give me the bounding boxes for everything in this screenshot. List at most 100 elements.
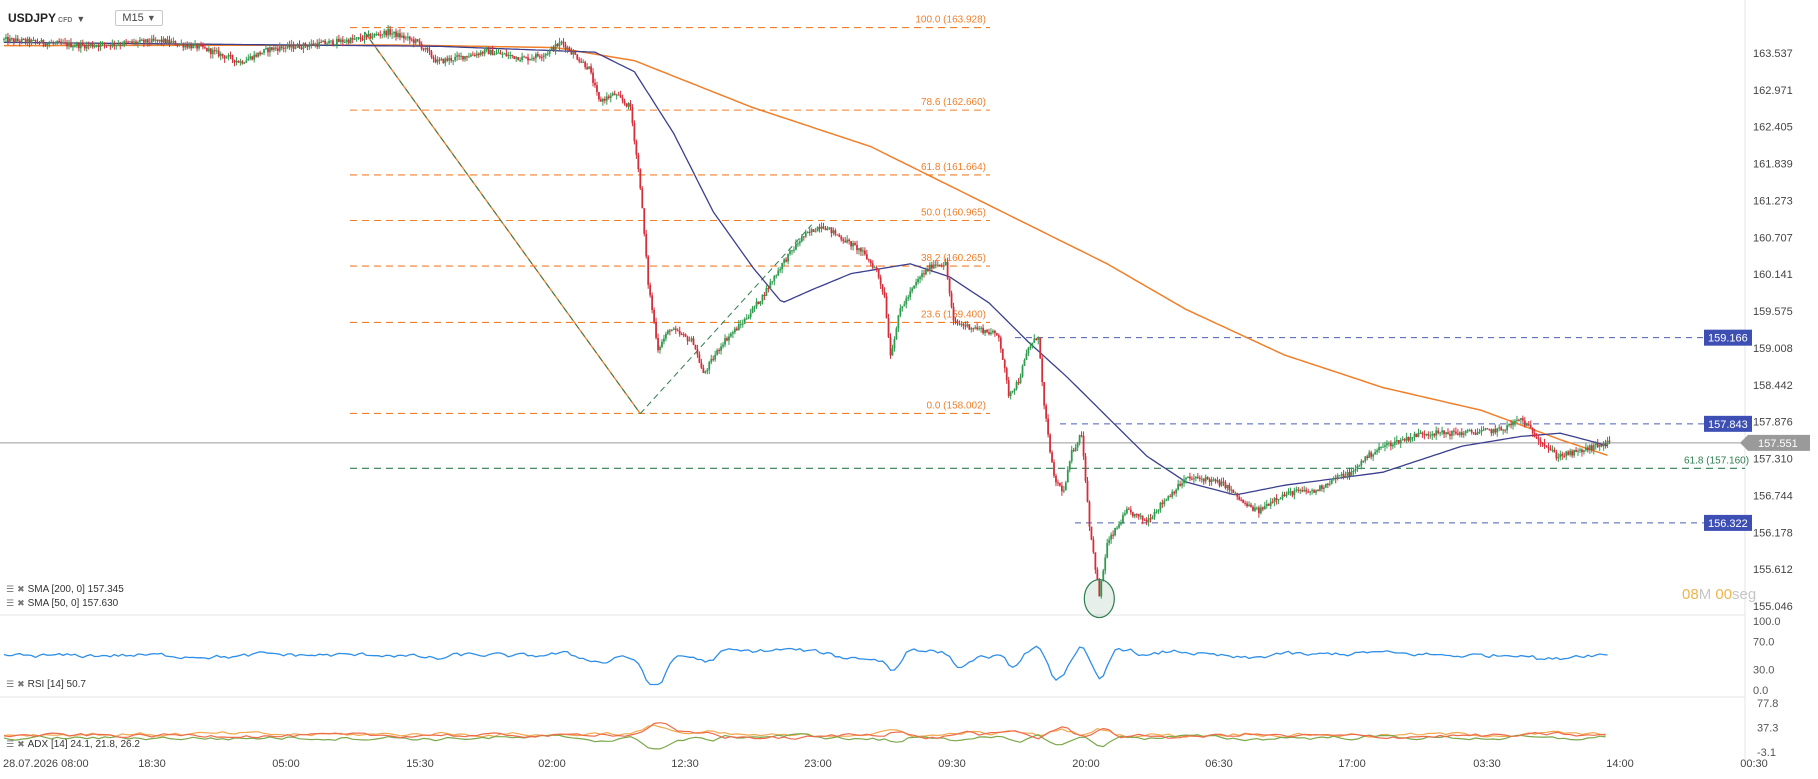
candle-body bbox=[1271, 501, 1274, 503]
candle-body bbox=[1114, 528, 1116, 536]
close-icon[interactable]: ✖ bbox=[17, 739, 25, 749]
candle-body bbox=[816, 227, 819, 232]
candle-body bbox=[657, 337, 659, 351]
candle-body bbox=[844, 240, 847, 243]
symbol-dropdown-icon[interactable]: ▼ bbox=[76, 14, 86, 24]
sma50-legend[interactable]: ☰ ✖ SMA [50, 0] 157.630 bbox=[6, 598, 118, 609]
candle-body bbox=[1033, 338, 1036, 343]
candle-body bbox=[168, 39, 171, 44]
candle-body bbox=[637, 154, 640, 170]
candle-body bbox=[271, 47, 273, 50]
timeframe-selector[interactable]: M15 ▼ bbox=[115, 10, 163, 26]
candle-body bbox=[255, 54, 258, 57]
candle-body bbox=[170, 41, 173, 44]
candle-body bbox=[527, 57, 529, 61]
candle-body bbox=[36, 41, 39, 43]
candle-body bbox=[635, 141, 638, 155]
close-icon[interactable]: ✖ bbox=[17, 584, 25, 594]
candle-body bbox=[1590, 445, 1593, 450]
horizontal-levels[interactable]: 159.166 157.843 156.322 157.551 bbox=[0, 329, 1810, 531]
candle-body bbox=[929, 264, 931, 272]
candle-body bbox=[798, 241, 801, 244]
candle-body bbox=[489, 49, 492, 55]
fibonacci-retracement[interactable]: 100.0 (163.928) 78.6 (162.660) 61.8 (161.6… bbox=[350, 15, 1749, 469]
candle-body bbox=[471, 54, 474, 56]
candle-body bbox=[995, 333, 998, 336]
close-icon[interactable]: ✖ bbox=[17, 679, 25, 689]
candle-body bbox=[1283, 494, 1286, 496]
candle-body bbox=[649, 284, 652, 296]
symbol-name: USDJPY bbox=[8, 11, 57, 25]
candle-body bbox=[645, 233, 648, 257]
candle-body bbox=[66, 42, 68, 47]
candle-body bbox=[393, 31, 395, 34]
candle-body bbox=[225, 57, 228, 59]
candle-body bbox=[276, 48, 279, 51]
candle-body bbox=[942, 265, 945, 267]
candle-body bbox=[921, 273, 923, 278]
candle-body bbox=[186, 44, 189, 48]
candle-body bbox=[1354, 469, 1357, 471]
candle-body bbox=[966, 324, 969, 327]
candle-body bbox=[20, 38, 23, 43]
sma200-legend[interactable]: ☰ ✖ SMA [200, 0] 157.345 bbox=[6, 584, 124, 595]
candle-body bbox=[1439, 432, 1442, 434]
adx-axis-label: 77.8 bbox=[1757, 698, 1778, 710]
candle-body bbox=[249, 56, 252, 59]
candle-body bbox=[1606, 440, 1609, 445]
candle-body bbox=[994, 330, 996, 334]
candle-body bbox=[696, 349, 699, 355]
candle-body bbox=[32, 39, 35, 41]
candle-body bbox=[1265, 504, 1268, 506]
candle-body bbox=[123, 41, 126, 45]
candle-body bbox=[389, 29, 392, 35]
candle-body bbox=[1549, 448, 1552, 451]
candle-body bbox=[1297, 489, 1300, 491]
close-icon[interactable]: ✖ bbox=[17, 598, 25, 608]
candle-body bbox=[954, 320, 957, 322]
candle-body bbox=[1399, 440, 1402, 444]
candle-body bbox=[1005, 368, 1008, 381]
settings-icon[interactable]: ☰ bbox=[6, 584, 15, 594]
candle-body bbox=[115, 44, 118, 46]
candle-body bbox=[1326, 483, 1329, 485]
settings-icon[interactable]: ☰ bbox=[6, 598, 15, 608]
candle-body bbox=[349, 38, 352, 44]
candle-body bbox=[206, 47, 208, 52]
candle-body bbox=[190, 44, 193, 49]
candle-body bbox=[533, 58, 535, 60]
rsi-legend[interactable]: ☰ ✖ RSI [14] 50.7 bbox=[6, 679, 86, 690]
candle-body bbox=[546, 53, 549, 55]
candle-body bbox=[771, 281, 774, 283]
candle-body bbox=[1047, 418, 1049, 435]
candle-body bbox=[44, 44, 47, 46]
candle-body bbox=[791, 250, 793, 252]
candle-body bbox=[1535, 436, 1538, 439]
candle-body bbox=[237, 60, 240, 63]
candle-body bbox=[586, 67, 589, 70]
candle-body bbox=[1057, 482, 1059, 484]
candle-body bbox=[397, 33, 399, 37]
candle-body bbox=[1376, 450, 1378, 453]
candle-body bbox=[785, 259, 787, 262]
adx-legend[interactable]: ☰ ✖ ADX [14] 24.1, 21.8, 26.2 bbox=[6, 739, 140, 750]
candle-body bbox=[129, 41, 131, 43]
candle-body bbox=[1015, 382, 1018, 389]
settings-icon[interactable]: ☰ bbox=[6, 679, 15, 689]
settings-icon[interactable]: ☰ bbox=[6, 739, 15, 749]
candle-body bbox=[150, 38, 153, 43]
trend-lines[interactable] bbox=[363, 31, 813, 414]
candle-body bbox=[999, 337, 1002, 349]
candle-body bbox=[1482, 429, 1485, 431]
candle-body bbox=[1395, 440, 1398, 442]
candle-body bbox=[763, 294, 766, 296]
candle-body bbox=[1468, 430, 1471, 432]
candle-body bbox=[1009, 392, 1012, 397]
candle-body bbox=[1565, 451, 1568, 457]
price-axis-label: 157.310 bbox=[1753, 454, 1793, 466]
candle-body bbox=[241, 61, 244, 64]
candle-body bbox=[1581, 449, 1583, 453]
candle-body bbox=[1045, 405, 1048, 419]
symbol-selector[interactable]: USDJPY CFD ▼ bbox=[8, 11, 85, 25]
